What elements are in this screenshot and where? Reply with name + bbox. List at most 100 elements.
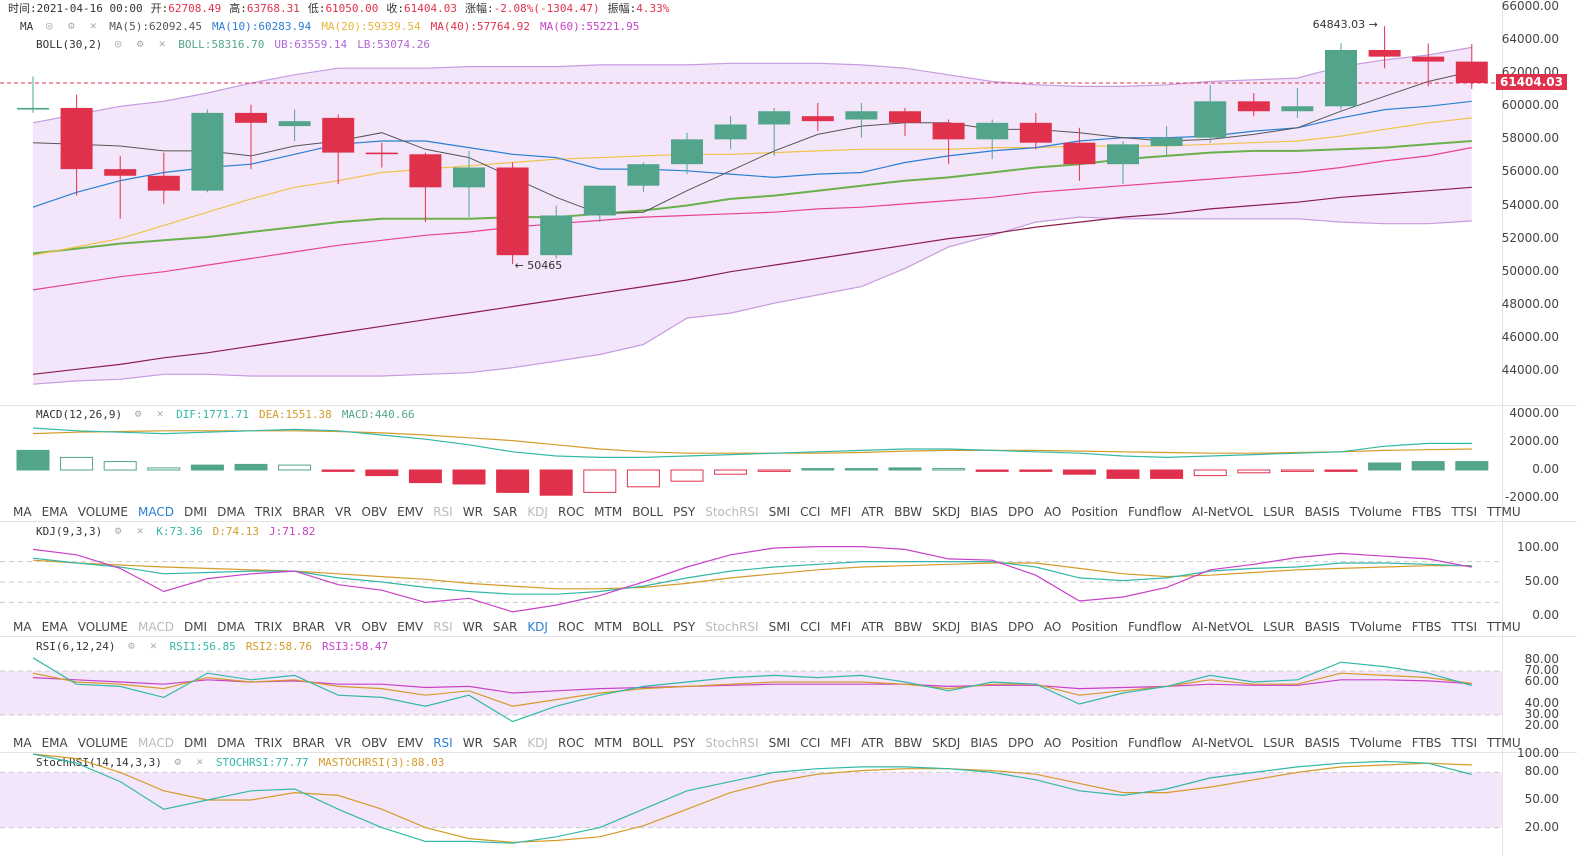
tab-ttsi[interactable]: TTSI bbox=[1451, 620, 1478, 634]
tab-wr[interactable]: WR bbox=[462, 505, 483, 519]
tab-kdj[interactable]: KDJ bbox=[527, 620, 548, 634]
tab-psy[interactable]: PSY bbox=[673, 736, 696, 750]
close-icon[interactable]: ✕ bbox=[158, 37, 166, 50]
tab-roc[interactable]: ROC bbox=[557, 505, 585, 519]
tab-stochrsi[interactable]: StochRSI bbox=[705, 620, 759, 634]
tab-ao[interactable]: AO bbox=[1043, 620, 1062, 634]
tab-stochrsi[interactable]: StochRSI bbox=[705, 736, 759, 750]
tab-ema[interactable]: EMA bbox=[41, 505, 68, 519]
gear-icon[interactable]: ⚙ bbox=[114, 524, 122, 537]
tab-ttmu[interactable]: TTMU bbox=[1487, 736, 1521, 750]
tab-ma[interactable]: MA bbox=[13, 736, 32, 750]
gear-icon[interactable]: ⚙ bbox=[136, 37, 144, 50]
tab-position[interactable]: Position bbox=[1071, 505, 1119, 519]
tab-dpo[interactable]: DPO bbox=[1007, 736, 1034, 750]
tab-ema[interactable]: EMA bbox=[41, 736, 68, 750]
tab-ema[interactable]: EMA bbox=[41, 620, 68, 634]
tab-emv[interactable]: EMV bbox=[397, 505, 424, 519]
tab-mtm[interactable]: MTM bbox=[594, 620, 623, 634]
tab-volume[interactable]: VOLUME bbox=[77, 736, 128, 750]
tab-kdj[interactable]: KDJ bbox=[527, 736, 548, 750]
candlestick-chart[interactable] bbox=[0, 0, 1502, 405]
tab-fundflow[interactable]: Fundflow bbox=[1128, 505, 1182, 519]
tab-ftbs[interactable]: FTBS bbox=[1411, 620, 1442, 634]
tab-mfi[interactable]: MFI bbox=[830, 620, 852, 634]
tab-volume[interactable]: VOLUME bbox=[77, 505, 128, 519]
close-icon[interactable]: ✕ bbox=[196, 755, 204, 768]
tab-ai-netvol[interactable]: AI-NetVOL bbox=[1191, 505, 1254, 519]
tab-boll[interactable]: BOLL bbox=[632, 505, 664, 519]
tab-smi[interactable]: SMI bbox=[768, 505, 791, 519]
tab-basis[interactable]: BASIS bbox=[1304, 505, 1340, 519]
tab-trix[interactable]: TRIX bbox=[254, 620, 283, 634]
tab-bias[interactable]: BIAS bbox=[970, 736, 998, 750]
tab-dmi[interactable]: DMI bbox=[183, 736, 208, 750]
tab-bbw[interactable]: BBW bbox=[894, 620, 923, 634]
tab-skdj[interactable]: SKDJ bbox=[932, 505, 961, 519]
tab-ftbs[interactable]: FTBS bbox=[1411, 736, 1442, 750]
tab-obv[interactable]: OBV bbox=[361, 505, 388, 519]
tab-position[interactable]: Position bbox=[1071, 736, 1119, 750]
tab-dmi[interactable]: DMI bbox=[183, 505, 208, 519]
tab-roc[interactable]: ROC bbox=[557, 620, 585, 634]
tab-basis[interactable]: BASIS bbox=[1304, 736, 1340, 750]
stochrsi-chart[interactable] bbox=[0, 752, 1502, 856]
tab-basis[interactable]: BASIS bbox=[1304, 620, 1340, 634]
tab-ma[interactable]: MA bbox=[13, 505, 32, 519]
tab-boll[interactable]: BOLL bbox=[632, 736, 664, 750]
tab-dpo[interactable]: DPO bbox=[1007, 620, 1034, 634]
tab-dma[interactable]: DMA bbox=[217, 620, 245, 634]
tab-fundflow[interactable]: Fundflow bbox=[1128, 736, 1182, 750]
tab-mtm[interactable]: MTM bbox=[594, 736, 623, 750]
tab-tvolume[interactable]: TVolume bbox=[1349, 505, 1402, 519]
tab-atr[interactable]: ATR bbox=[861, 505, 885, 519]
tab-sar[interactable]: SAR bbox=[492, 736, 518, 750]
tab-mtm[interactable]: MTM bbox=[594, 505, 623, 519]
tab-lsur[interactable]: LSUR bbox=[1263, 736, 1295, 750]
eye-icon[interactable]: ◎ bbox=[114, 37, 122, 50]
tab-obv[interactable]: OBV bbox=[361, 736, 388, 750]
gear-icon[interactable]: ⚙ bbox=[174, 755, 182, 768]
tab-cci[interactable]: CCI bbox=[800, 736, 821, 750]
tab-cci[interactable]: CCI bbox=[800, 620, 821, 634]
tab-mfi[interactable]: MFI bbox=[830, 505, 852, 519]
tab-rsi[interactable]: RSI bbox=[433, 736, 453, 750]
tab-rsi[interactable]: RSI bbox=[433, 505, 453, 519]
tab-tvolume[interactable]: TVolume bbox=[1349, 620, 1402, 634]
tab-emv[interactable]: EMV bbox=[397, 620, 424, 634]
tab-brar[interactable]: BRAR bbox=[292, 620, 325, 634]
tab-roc[interactable]: ROC bbox=[557, 736, 585, 750]
tab-tvolume[interactable]: TVolume bbox=[1349, 736, 1402, 750]
tab-mfi[interactable]: MFI bbox=[830, 736, 852, 750]
tab-rsi[interactable]: RSI bbox=[433, 620, 453, 634]
tab-cci[interactable]: CCI bbox=[800, 505, 821, 519]
tab-brar[interactable]: BRAR bbox=[292, 505, 325, 519]
tab-ftbs[interactable]: FTBS bbox=[1411, 505, 1442, 519]
tab-ai-netvol[interactable]: AI-NetVOL bbox=[1191, 620, 1254, 634]
close-icon[interactable]: ✕ bbox=[89, 19, 97, 32]
kdj-chart[interactable] bbox=[0, 521, 1502, 618]
tab-ttsi[interactable]: TTSI bbox=[1451, 505, 1478, 519]
tab-psy[interactable]: PSY bbox=[673, 505, 696, 519]
tab-wr[interactable]: WR bbox=[462, 620, 483, 634]
tab-kdj[interactable]: KDJ bbox=[527, 505, 548, 519]
tab-position[interactable]: Position bbox=[1071, 620, 1119, 634]
tab-vr[interactable]: VR bbox=[334, 620, 352, 634]
tab-psy[interactable]: PSY bbox=[673, 620, 696, 634]
tab-dmi[interactable]: DMI bbox=[183, 620, 208, 634]
tab-macd[interactable]: MACD bbox=[137, 505, 174, 519]
close-icon[interactable]: ✕ bbox=[150, 639, 157, 652]
gear-icon[interactable]: ⚙ bbox=[128, 639, 135, 652]
gear-icon[interactable]: ⚙ bbox=[67, 19, 75, 32]
rsi-chart[interactable] bbox=[0, 636, 1502, 734]
tab-bias[interactable]: BIAS bbox=[970, 505, 998, 519]
tab-ma[interactable]: MA bbox=[13, 620, 32, 634]
tab-dma[interactable]: DMA bbox=[217, 505, 245, 519]
close-icon[interactable]: ✕ bbox=[156, 407, 164, 420]
tab-skdj[interactable]: SKDJ bbox=[932, 620, 961, 634]
tab-bias[interactable]: BIAS bbox=[970, 620, 998, 634]
tab-trix[interactable]: TRIX bbox=[254, 736, 283, 750]
close-icon[interactable]: ✕ bbox=[136, 524, 144, 537]
tab-atr[interactable]: ATR bbox=[861, 620, 885, 634]
tab-dma[interactable]: DMA bbox=[217, 736, 245, 750]
